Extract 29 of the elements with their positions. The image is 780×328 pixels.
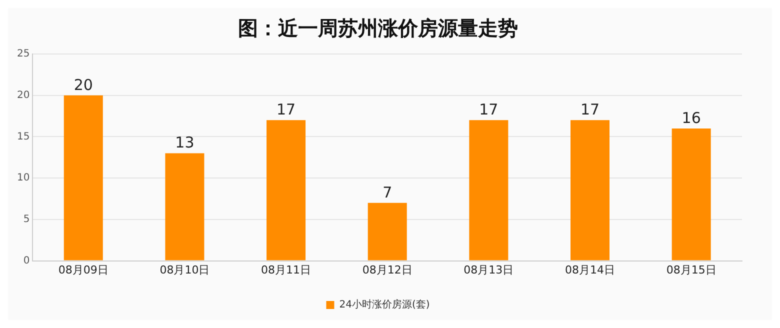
x-tick-label: 08月15日 [666,263,716,276]
data-label: 17 [276,100,296,119]
bar [64,95,103,260]
data-label: 16 [682,108,701,127]
bar [368,202,407,260]
y-tick-label: 25 [16,48,30,60]
chart-title: 图：近一周苏州涨价房源量走势 [238,16,518,40]
y-tick-label: 0 [23,255,30,266]
data-label: 20 [74,76,93,94]
y-tick-label: 20 [16,90,30,101]
data-label: 17 [479,100,498,119]
x-tick-label: 08月12日 [362,263,412,276]
data-label: 17 [580,100,600,119]
legend-label: 24小时涨价房源(套) [339,298,430,311]
y-tick-label: 5 [23,214,30,226]
y-tick-label: 15 [16,131,30,142]
x-tick-label: 08月13日 [464,263,514,276]
bar [266,120,306,260]
bar [672,128,711,260]
x-tick-label: 08月14日 [565,263,616,276]
x-tick-label: 08月09日 [58,263,108,276]
data-label: 13 [175,134,194,152]
x-tick-label: 08月10日 [160,263,210,276]
y-tick-label: 10 [16,172,30,184]
bar [469,120,508,260]
bar [570,120,610,260]
data-label: 7 [382,183,392,202]
x-tick-label: 08月11日 [261,263,312,276]
bar [165,153,204,260]
